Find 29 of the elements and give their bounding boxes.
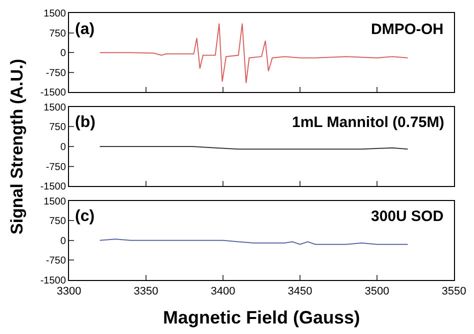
x-tick-label: 3500 [364, 285, 390, 298]
y-tick-label: 750 [49, 122, 66, 134]
x-tick-label: 3450 [288, 285, 312, 298]
y-tick-label: 750 [49, 216, 66, 228]
x-tick-label: 3400 [210, 285, 236, 298]
annotation: (c) [75, 208, 95, 225]
x-tick-label: 3350 [134, 285, 158, 298]
y-tick-label: 1500 [44, 8, 66, 20]
x-tick-label: 3550 [442, 285, 466, 298]
y-tick-label: 1500 [44, 102, 66, 114]
y-tick-label: 0 [60, 142, 66, 154]
annotation: 300U SOD [371, 208, 444, 225]
y-tick-label: 0 [60, 236, 66, 247]
y-tick-label: -750 [46, 162, 66, 173]
annotation: (a) [75, 21, 95, 38]
y-axis-title: Signal Strength (A.U.) [8, 58, 27, 235]
y-tick-label: 750 [49, 28, 66, 40]
y-tick-label: -1500 [40, 182, 66, 193]
y-tick-label: -1500 [40, 276, 66, 286]
annotation: (b) [75, 114, 96, 131]
x-axis-title: Magnetic Field (Gauss) [162, 307, 360, 328]
x-tick-label: 3300 [56, 285, 82, 298]
y-tick-label: -750 [46, 68, 66, 79]
annotation: 1mL Mannitol (0.75M) [292, 114, 444, 131]
annotation: DMPO-OH [371, 21, 444, 38]
y-tick-label: 1500 [44, 196, 66, 208]
y-tick-label: -1500 [40, 88, 66, 99]
y-tick-label: 0 [60, 48, 66, 60]
y-tick-label: -750 [46, 256, 66, 267]
